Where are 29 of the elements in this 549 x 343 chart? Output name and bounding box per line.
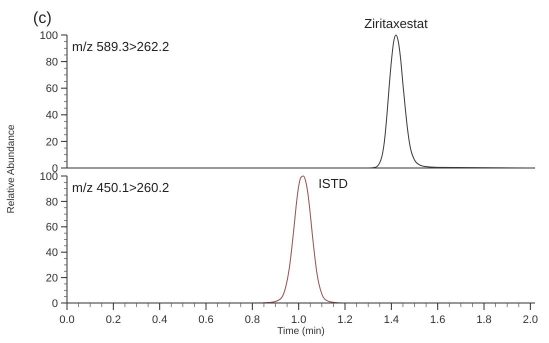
y-tick-label: 60 [46,83,58,96]
y-tick-label: 20 [46,136,58,148]
y-tick-label: 40 [46,247,58,260]
x-tick-label: 0.4 [152,314,168,326]
y-tick-label: 40 [46,110,58,122]
x-tick-label: 1.4 [384,314,400,326]
x-tick-label: 0.0 [59,314,75,326]
y-tick-label: 100 [40,30,58,42]
y-tick-label: 80 [46,196,58,208]
annotation: ISTD [318,176,348,191]
y-tick-label: 80 [46,56,58,68]
x-tick-label: 1.8 [476,314,492,326]
x-tick-label: 1.6 [430,314,446,326]
y-tick-label: 20 [46,272,58,284]
annotation: m/z 450.1>260.2 [72,180,170,195]
y-axis-title: Relative Abundance [6,124,17,214]
x-tick-label: 2.0 [522,314,538,326]
annotation: m/z 589.3>262.2 [72,39,170,54]
x-tick-label: 0.8 [244,314,260,326]
x-tick-label: 0.2 [106,314,121,326]
x-axis-title: Time (min) [277,326,325,337]
y-tick-label: 100 [40,170,58,183]
x-tick-label: 0.6 [198,314,214,326]
chart-title: (c) [33,10,52,27]
x-tick-label: 1.0 [291,314,306,326]
x-tick-label: 1.2 [337,314,353,326]
y-tick-label: 0 [52,298,58,310]
annotation: Ziritaxestat [364,16,428,31]
y-tick-label: 60 [46,222,58,234]
